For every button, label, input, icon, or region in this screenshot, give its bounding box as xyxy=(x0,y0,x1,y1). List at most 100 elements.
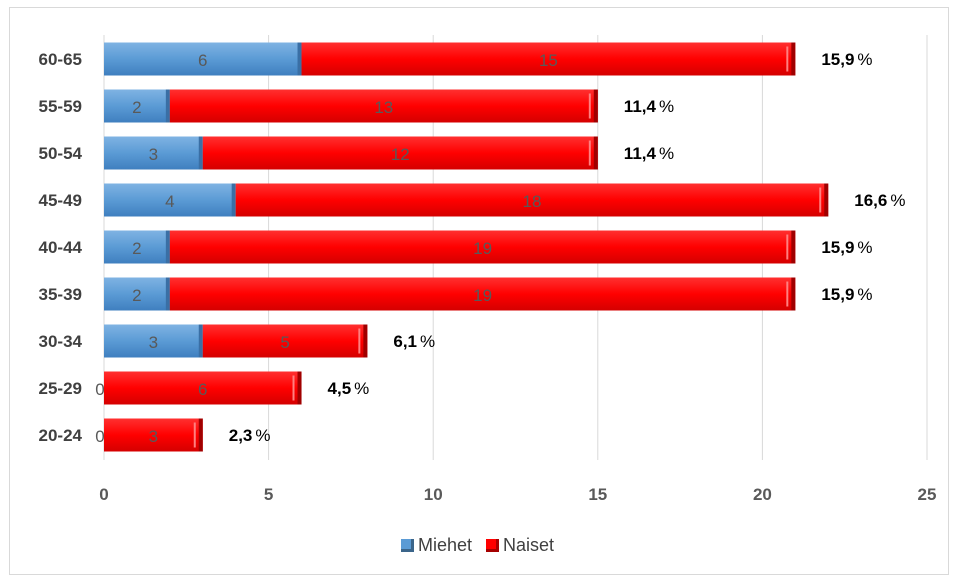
percent-value: 4,5 xyxy=(328,379,352,398)
data-label-miehet: 2 xyxy=(132,239,141,258)
bar-naiset-edge xyxy=(791,277,796,311)
bar-naiset-fill xyxy=(169,277,796,311)
percent-sign: % xyxy=(857,50,872,69)
percent-sign: % xyxy=(857,285,872,304)
bar-naiset-highlight xyxy=(588,93,591,119)
bar-naiset-edge xyxy=(593,136,598,170)
bar-naiset-highlight xyxy=(786,234,789,260)
bar-naiset-edge xyxy=(297,371,302,405)
category-label: 50-54 xyxy=(39,144,83,163)
category-label: 45-49 xyxy=(39,191,82,210)
bar-naiset-fill xyxy=(235,183,829,217)
data-label-miehet: 0 xyxy=(95,380,104,399)
bar-miehet-fill xyxy=(104,230,170,264)
bars xyxy=(104,42,829,452)
bar-naiset-edge xyxy=(198,418,203,452)
percent-value: 6,1 xyxy=(393,332,417,351)
x-tick-label: 15 xyxy=(588,485,607,504)
bar-naiset-fill xyxy=(104,371,302,405)
bar-naiset xyxy=(301,42,796,76)
data-label-naiset: 15 xyxy=(539,51,558,70)
percent-sign: % xyxy=(659,144,674,163)
bar-naiset-highlight xyxy=(786,46,789,72)
category-label: 20-24 xyxy=(39,426,83,445)
bar-miehet-fill xyxy=(104,42,302,76)
bar-naiset-edge xyxy=(824,183,829,217)
percent-sign: % xyxy=(659,97,674,116)
bar-naiset-highlight xyxy=(358,328,361,354)
bar-miehet-fill xyxy=(104,324,203,358)
bar-naiset xyxy=(202,324,368,358)
bar-miehet-edge xyxy=(198,324,203,358)
bar-naiset-highlight xyxy=(819,187,822,213)
x-tick-label: 20 xyxy=(753,485,772,504)
bar-naiset xyxy=(104,418,203,452)
bar-naiset-highlight xyxy=(588,140,591,166)
bar-naiset xyxy=(104,371,302,405)
legend-item-naiset[interactable]: Naiset xyxy=(486,535,554,556)
bar-miehet-fill xyxy=(104,183,236,217)
bar-miehet xyxy=(104,89,170,123)
bar-miehet xyxy=(104,230,170,264)
data-label-miehet: 2 xyxy=(132,286,141,305)
bar-naiset xyxy=(169,89,598,123)
category-label: 35-39 xyxy=(39,285,82,304)
category-label: 25-29 xyxy=(39,379,82,398)
percent-value: 2,3 xyxy=(229,426,253,445)
bar-naiset-edge xyxy=(791,230,796,264)
percent-value: 15,9 xyxy=(821,238,854,257)
bar-naiset xyxy=(235,183,829,217)
percent-label: 6,1% xyxy=(393,332,435,351)
percent-label: 11,4% xyxy=(624,144,674,163)
bar-naiset-edge xyxy=(363,324,368,358)
percent-sign: % xyxy=(255,426,270,445)
percent-label: 11,4% xyxy=(624,97,674,116)
bar-miehet-edge xyxy=(165,277,170,311)
bar-miehet-edge xyxy=(165,230,170,264)
percent-value: 11,4 xyxy=(624,97,657,116)
bar-miehet-edge xyxy=(297,42,302,76)
data-label-miehet: 3 xyxy=(149,333,158,352)
data-label-naiset: 19 xyxy=(473,239,492,258)
bar-miehet-fill xyxy=(104,89,170,123)
bar-naiset xyxy=(202,136,598,170)
legend-label-miehet: Miehet xyxy=(417,535,472,555)
data-label-naiset: 19 xyxy=(473,286,492,305)
percent-sign: % xyxy=(354,379,369,398)
x-tick-label: 10 xyxy=(424,485,443,504)
percent-sign: % xyxy=(420,332,435,351)
legend: Miehet Naiset xyxy=(0,535,955,556)
bar-naiset-fill xyxy=(202,136,598,170)
percent-sign: % xyxy=(890,191,905,210)
bar-miehet xyxy=(104,324,203,358)
data-label-naiset: 6 xyxy=(198,380,207,399)
bar-naiset-fill xyxy=(169,230,796,264)
legend-swatch-naiset xyxy=(486,539,499,552)
bar-naiset-highlight xyxy=(193,422,196,448)
category-label: 60-65 xyxy=(39,50,82,69)
bar-miehet xyxy=(104,277,170,311)
bar-naiset xyxy=(169,277,796,311)
percent-value: 16,6 xyxy=(854,191,887,210)
bar-naiset-highlight xyxy=(786,281,789,307)
bar-naiset-edge xyxy=(791,42,796,76)
bar-miehet-fill xyxy=(104,277,170,311)
bar-naiset-fill xyxy=(202,324,368,358)
legend-label-naiset: Naiset xyxy=(503,535,555,555)
bar-miehet-fill xyxy=(104,136,203,170)
percent-sign: % xyxy=(857,238,872,257)
data-label-miehet: 0 xyxy=(95,427,104,446)
legend-item-miehet[interactable]: Miehet xyxy=(400,535,472,556)
percent-value: 15,9 xyxy=(821,285,854,304)
data-label-naiset: 3 xyxy=(149,427,158,446)
bar-miehet-edge xyxy=(231,183,236,217)
bar-naiset-edge xyxy=(593,89,598,123)
data-label-naiset: 18 xyxy=(522,192,541,211)
percent-label: 15,9% xyxy=(821,50,872,69)
data-label-miehet: 4 xyxy=(165,192,174,211)
percent-label: 16,6% xyxy=(854,191,905,210)
bar-naiset-fill xyxy=(104,418,203,452)
data-label-miehet: 3 xyxy=(149,145,158,164)
